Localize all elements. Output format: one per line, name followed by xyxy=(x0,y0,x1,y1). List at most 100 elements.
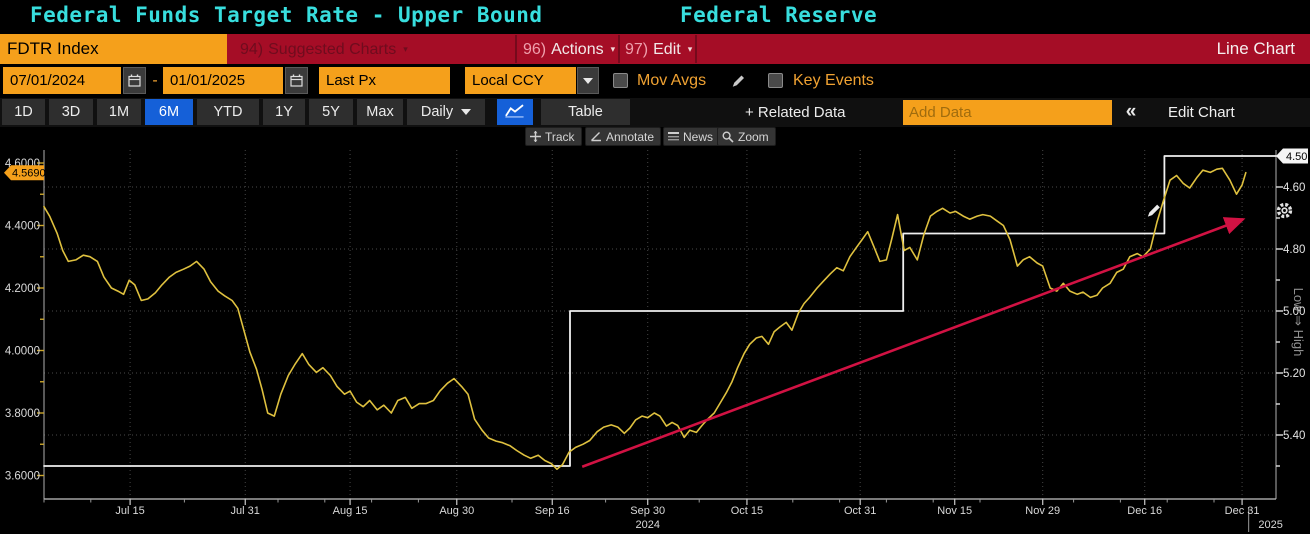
menu-bar: FDTR Index 94) Suggested Charts ▾ 96) Action… xyxy=(0,34,1310,64)
svg-text:Nov 15: Nov 15 xyxy=(937,505,972,517)
svg-text:Dec 31: Dec 31 xyxy=(1225,505,1260,517)
menu-item-label: Actions xyxy=(551,41,604,58)
menu-divider xyxy=(695,35,697,63)
svg-text:3.8000: 3.8000 xyxy=(5,408,40,420)
svg-text:4.6000: 4.6000 xyxy=(5,158,40,170)
menu-item-edit[interactable]: 97) Edit ▾ xyxy=(625,34,692,64)
svg-text:Low ⇒ High: Low ⇒ High xyxy=(1291,288,1306,357)
menu-item-label: Suggested Charts xyxy=(268,41,397,58)
last-price-badges: 4.5690 4.50 xyxy=(4,148,1308,181)
currency-dropdown-button[interactable] xyxy=(577,67,599,94)
toolbar-row: 1D 3D 1M 6M YTD 1Y 5Y Max Daily Table + Related… xyxy=(0,98,1310,219)
svg-text:5.20: 5.20 xyxy=(1283,368,1305,380)
tab-range-5y[interactable]: 5Y xyxy=(309,99,353,125)
menu-divider xyxy=(515,35,517,63)
date-range-separator: - xyxy=(152,72,158,89)
svg-text:Sep 16: Sep 16 xyxy=(535,505,570,517)
svg-text:Oct 31: Oct 31 xyxy=(844,505,876,517)
date-to-calendar-button[interactable] xyxy=(285,67,308,94)
chart-tool-label: Annotate xyxy=(606,129,655,144)
chart-tool-label: Track xyxy=(545,129,575,144)
settings-gear-icon[interactable] xyxy=(1274,200,1295,226)
svg-text:5.40: 5.40 xyxy=(1283,430,1305,442)
edit-chart-pencil-icon[interactable] xyxy=(1146,202,1163,223)
line-chart-icon xyxy=(505,104,524,118)
tab-line-chart-view[interactable] xyxy=(497,99,533,125)
svg-text:Oct 15: Oct 15 xyxy=(731,505,763,517)
title-bar: Federal Funds Target Rate - Upper Bound … xyxy=(0,0,1310,34)
svg-text:3.6000: 3.6000 xyxy=(5,471,40,483)
svg-text:4.50: 4.50 xyxy=(1286,151,1307,163)
chart-type-status: Line Chart xyxy=(1216,39,1295,58)
edit-chart-button[interactable]: Edit Chart xyxy=(1168,104,1235,121)
svg-text:4.60: 4.60 xyxy=(1283,182,1305,194)
chevron-down-icon xyxy=(583,77,593,84)
svg-text:Nov 29: Nov 29 xyxy=(1025,505,1060,517)
chart-tool-news-button[interactable]: News xyxy=(663,127,721,146)
collapse-panel-button[interactable]: « xyxy=(1125,101,1137,122)
date-to-field[interactable]: 01/01/2025 xyxy=(163,67,283,94)
tab-range-3d[interactable]: 3D xyxy=(49,99,93,125)
tab-range-max[interactable]: Max xyxy=(357,99,403,125)
chart-tool-label: Zoom xyxy=(738,129,769,144)
svg-text:Jul 31: Jul 31 xyxy=(231,505,260,517)
currency-selector[interactable]: Local CCY xyxy=(465,67,576,94)
axis-direction-label: Low ⇒ High xyxy=(1291,288,1306,357)
mov-avgs-edit-pencil-icon[interactable] xyxy=(731,73,747,93)
frequency-dropdown[interactable]: Daily xyxy=(407,99,485,125)
chevron-down-icon: ▾ xyxy=(687,44,693,54)
svg-text:4.4000: 4.4000 xyxy=(5,221,40,233)
menu-item-label: Edit xyxy=(653,41,681,58)
axis-labels: 4.6000 4.4000 4.2000 4.0000 3.8000 3.6000 4.60… xyxy=(5,158,1306,531)
tab-range-ytd[interactable]: YTD xyxy=(197,99,259,125)
calendar-icon xyxy=(290,74,303,87)
svg-text:4.80: 4.80 xyxy=(1283,244,1305,256)
mov-avgs-label: Mov Avgs xyxy=(637,72,707,89)
menu-item-number: 96) xyxy=(523,41,547,58)
chart-tool-track-button[interactable]: Track xyxy=(525,127,582,146)
svg-text:4.0000: 4.0000 xyxy=(5,346,40,358)
chart-tool-label: News xyxy=(683,129,714,144)
chevron-down-icon: ▾ xyxy=(403,44,408,54)
axes xyxy=(37,150,1283,532)
menu-item-actions[interactable]: 96) Actions ▾ xyxy=(523,34,615,64)
menu-item-number: 94) xyxy=(240,41,264,58)
menu-divider xyxy=(618,35,620,63)
chart-tool-zoom-button[interactable]: Zoom xyxy=(717,127,776,146)
news-icon xyxy=(668,131,679,142)
svg-text:Aug 30: Aug 30 xyxy=(439,505,474,517)
data-source-label: Federal Reserve xyxy=(680,3,878,27)
svg-text:4.2000: 4.2000 xyxy=(5,283,40,295)
key-events-label: Key Events xyxy=(793,72,874,89)
tab-range-1d[interactable]: 1D xyxy=(2,99,45,125)
tab-range-6m[interactable]: 6M xyxy=(145,99,193,125)
trend-arrow xyxy=(581,217,1246,468)
svg-text:Aug 15: Aug 15 xyxy=(333,505,368,517)
security-ticker-field[interactable]: FDTR Index xyxy=(0,34,227,64)
date-from-field[interactable]: 07/01/2024 xyxy=(3,67,121,94)
key-events-checkbox[interactable] xyxy=(768,73,783,88)
annotate-icon xyxy=(590,131,602,142)
controls-row: 07/01/2024 - 01/01/2025 Last Px Local CC… xyxy=(0,64,1310,98)
mov-avgs-checkbox[interactable] xyxy=(613,73,628,88)
date-from-calendar-button[interactable] xyxy=(123,67,146,94)
svg-text:5.00: 5.00 xyxy=(1283,306,1305,318)
page-title: Federal Funds Target Rate - Upper Bound xyxy=(30,3,543,27)
chevron-down-icon: ▾ xyxy=(610,44,616,54)
price-field-selector[interactable]: Last Px xyxy=(319,67,450,94)
svg-text:4.5690: 4.5690 xyxy=(12,168,46,180)
chart-tool-annotate-button[interactable]: Annotate xyxy=(585,127,662,146)
tab-table-view[interactable]: Table xyxy=(541,99,630,125)
svg-text:Sep 30: Sep 30 xyxy=(630,505,665,517)
svg-text:Dec 16: Dec 16 xyxy=(1127,505,1162,517)
series-fdtr-last-px xyxy=(43,167,1247,471)
track-icon xyxy=(530,131,541,142)
menu-item-suggested-charts[interactable]: 94) Suggested Charts ▾ xyxy=(240,34,408,64)
related-data-button[interactable]: + Related Data xyxy=(745,104,846,121)
chevron-down-icon xyxy=(461,109,472,115)
tab-range-1y[interactable]: 1Y xyxy=(263,99,305,125)
tab-range-1m[interactable]: 1M xyxy=(97,99,141,125)
calendar-icon xyxy=(128,74,141,87)
svg-text:2025: 2025 xyxy=(1258,519,1282,531)
add-data-input[interactable] xyxy=(903,100,1112,125)
